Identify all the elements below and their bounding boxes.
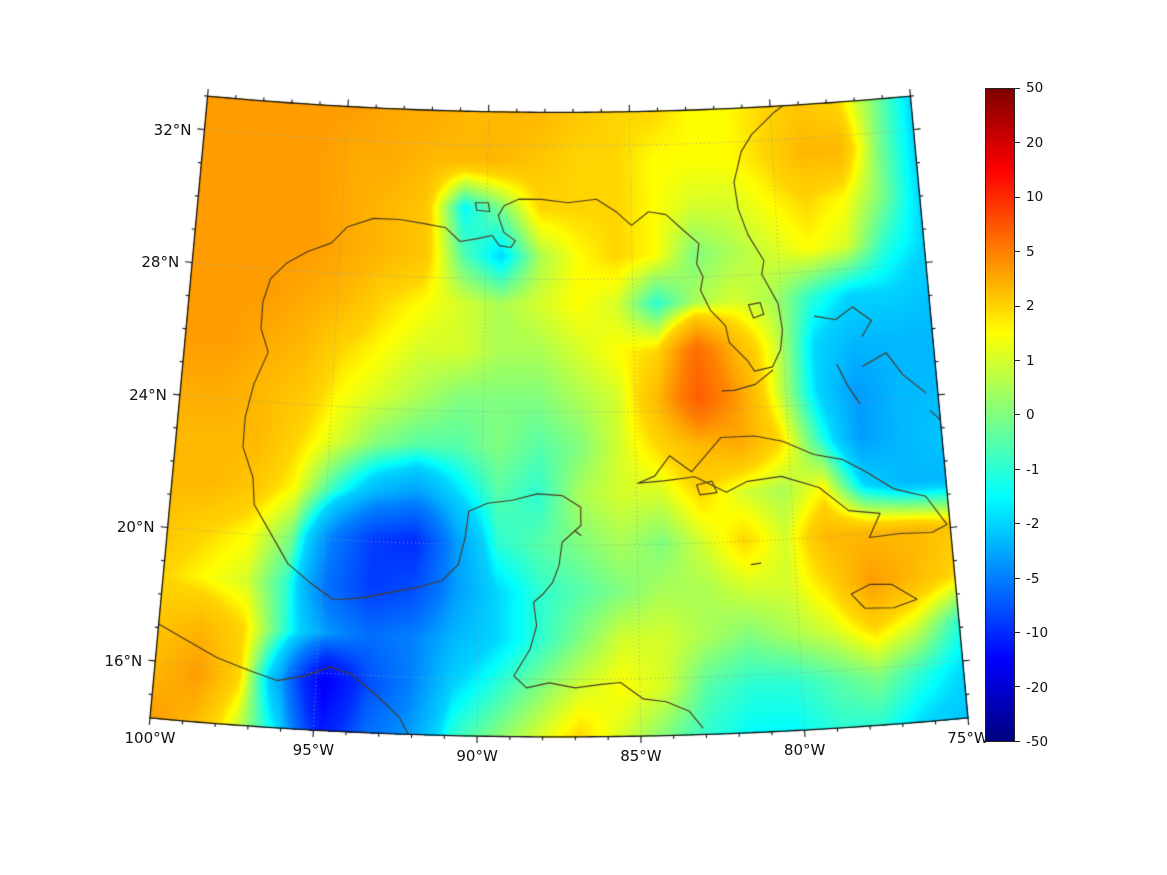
lat-tick-label: 20°N bbox=[116, 518, 155, 537]
colorbar-tick bbox=[1015, 88, 1020, 89]
lon-tick-label: 95°W bbox=[292, 741, 335, 760]
colorbar-tick bbox=[1015, 523, 1020, 525]
lat-tick-label: 24°N bbox=[129, 385, 167, 404]
colorbar-tick bbox=[1015, 305, 1020, 307]
colorbar-tick bbox=[1015, 142, 1020, 144]
colorbar-tick bbox=[1015, 414, 1020, 416]
colorbar-tick bbox=[1015, 196, 1020, 198]
lon-tick-label: 100°W bbox=[124, 728, 176, 747]
colorbar-tick bbox=[1015, 360, 1020, 362]
colorbar-tick bbox=[1015, 577, 1020, 579]
lat-tick-label: 16°N bbox=[104, 651, 143, 670]
colorbar-tick bbox=[1015, 632, 1020, 634]
colorbar-tick bbox=[1015, 251, 1020, 253]
colorbar-tick bbox=[1015, 686, 1020, 688]
colorbar-ticks bbox=[1015, 88, 1020, 742]
lat-tick-label: 28°N bbox=[141, 253, 180, 272]
lat-tick-label: 32°N bbox=[153, 120, 192, 139]
lon-tick-label: 75°W bbox=[947, 728, 989, 747]
lon-tick-label: 85°W bbox=[620, 747, 662, 766]
colorbar-tick-labels: 50 20 10 5 2 1 0 -1 -2 -5 -10 -20 -50 bbox=[1026, 80, 1049, 749]
colorbar-tick bbox=[1015, 740, 1020, 742]
colorbar-tick bbox=[1015, 468, 1020, 470]
lon-tick-label: 90°W bbox=[456, 747, 498, 766]
colorbar-gradient bbox=[985, 88, 1015, 742]
lon-tick-label: 80°W bbox=[783, 741, 826, 760]
